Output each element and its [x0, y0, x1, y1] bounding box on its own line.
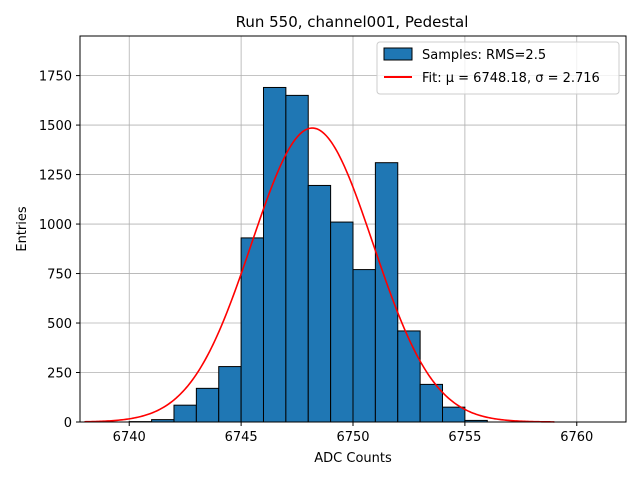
histogram-bars	[128, 86, 488, 423]
legend-swatch-samples	[383, 47, 413, 61]
legend-label-samples: Samples: RMS=2.5	[422, 48, 546, 63]
x-tick-label: 6745	[225, 430, 258, 445]
x-tick-label: 6740	[113, 430, 146, 445]
x-tick-label: 6755	[448, 430, 481, 445]
histogram-bar	[285, 94, 309, 423]
x-tick-label: 6760	[560, 430, 593, 445]
chart-title: Run 550, channel001, Pedestal	[236, 13, 469, 31]
x-tick-label: 6750	[336, 430, 369, 445]
y-tick-label: 1250	[39, 169, 72, 184]
y-tick-label: 750	[47, 268, 72, 283]
x-axis-label: ADC Counts	[314, 451, 392, 466]
histogram-bar	[442, 406, 466, 423]
y-tick-label: 1500	[39, 119, 72, 134]
y-axis-label: Entries	[15, 206, 30, 252]
histogram-bar	[307, 184, 332, 423]
y-tick-label: 1750	[39, 70, 72, 85]
fit-curve	[84, 127, 555, 423]
histogram-bar	[419, 383, 444, 423]
y-tick-label: 250	[47, 367, 72, 382]
y-tick-label: 500	[47, 317, 72, 332]
histogram-bar	[374, 162, 399, 423]
y-tick-label: 0	[64, 416, 72, 431]
histogram-bar	[352, 269, 376, 423]
histogram-bar	[195, 387, 220, 423]
histogram-bar	[218, 366, 242, 423]
legend-label-fit: Fit: μ = 6748.18, σ = 2.716	[422, 71, 600, 86]
y-tick-label: 1000	[39, 218, 72, 233]
y-axis-ticks: 0 250 500 750 1000 1250 1500 1750	[39, 70, 80, 431]
histogram-bar	[330, 221, 354, 423]
legend-box	[376, 41, 620, 95]
histogram-bar	[262, 86, 287, 423]
histogram-bar	[173, 404, 197, 423]
histogram-bar	[397, 330, 421, 423]
legend: Samples: RMS=2.5 Fit: μ = 6748.18, σ = 2…	[376, 41, 620, 95]
x-axis-ticks: 6740 6745 6750 6755 6760	[113, 422, 593, 445]
fit-curve-layer	[84, 127, 555, 423]
